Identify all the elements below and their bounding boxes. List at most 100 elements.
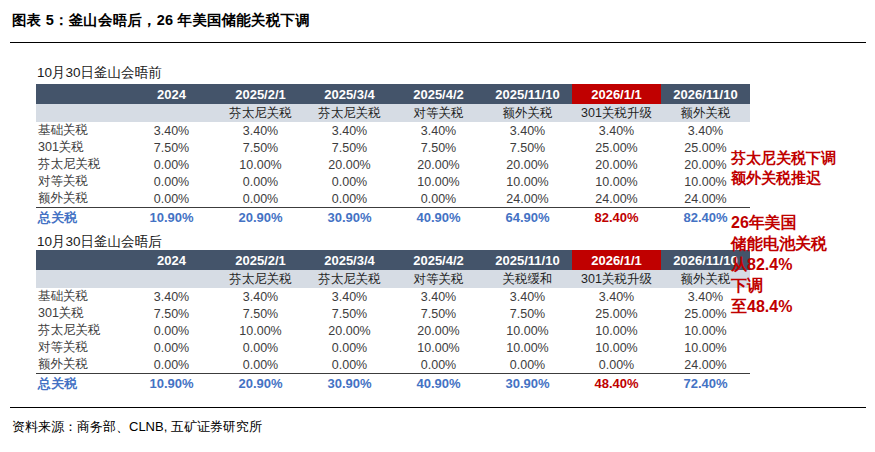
table-cell: 10.00%	[572, 322, 661, 339]
subheader-cell: 芬太尼关税	[305, 270, 394, 288]
subheader-cell: 对等关税	[394, 104, 483, 122]
annotation-line: 从82.4%	[731, 254, 827, 275]
annotation-line: 至48.4%	[731, 296, 827, 317]
total-cell: 20.90%	[216, 208, 305, 228]
subheader-cell: 芬太尼关税	[216, 270, 305, 288]
table-corner-cell	[36, 250, 127, 270]
table-cell: 0.00%	[216, 190, 305, 208]
annotation-fentanyl-tariff: 芬太尼关税下调 额外关税推迟	[731, 148, 836, 188]
total-cell: 10.90%	[127, 374, 216, 394]
table-row: 基础关税3.40%3.40%3.40%3.40%3.40%3.40%3.40%	[36, 122, 750, 139]
table-cell: 3.40%	[483, 288, 572, 305]
subheader-cell: 芬太尼关税	[305, 104, 394, 122]
table-cell: 10.00%	[216, 156, 305, 173]
table-row: 额外关税0.00%0.00%0.00%0.00%0.00%0.00%24.00%	[36, 356, 750, 374]
row-label: 芬太尼关税	[36, 156, 127, 173]
table-cell: 0.00%	[127, 356, 216, 374]
subheader-cell	[127, 270, 216, 288]
total-label: 总关税	[36, 374, 127, 394]
table-cell: 10.00%	[483, 322, 572, 339]
table-cell: 20.00%	[394, 156, 483, 173]
table-cell: 20.00%	[572, 156, 661, 173]
total-cell: 30.90%	[483, 374, 572, 394]
total-label: 总关税	[36, 208, 127, 228]
column-header: 2026/1/1	[572, 84, 661, 104]
table-cell: 7.50%	[305, 139, 394, 156]
tariff-table: 20242025/2/12025/3/42025/4/22025/11/1020…	[36, 84, 750, 227]
table-cell: 10.00%	[483, 173, 572, 190]
table-cell: 7.50%	[305, 305, 394, 322]
table-cell: 0.00%	[127, 156, 216, 173]
subheader-cell: 芬太尼关税	[216, 104, 305, 122]
column-header: 2026/1/1	[572, 250, 661, 270]
table-cell: 3.40%	[483, 122, 572, 139]
annotation-line: 下调	[731, 275, 827, 296]
table-after-label: 10月30日釜山会晤后	[37, 233, 162, 251]
table-total-row: 总关税10.90%20.90%30.90%40.90%30.90%48.40%7…	[36, 374, 750, 394]
row-label: 额外关税	[36, 356, 127, 374]
row-label: 基础关税	[36, 122, 127, 139]
table-row: 对等关税0.00%0.00%0.00%10.00%10.00%10.00%10.…	[36, 339, 750, 356]
table-cell: 3.40%	[127, 122, 216, 139]
table-cell: 0.00%	[305, 173, 394, 190]
subheader-cell: 关税缓和	[483, 270, 572, 288]
annotation-line: 芬太尼关税下调	[731, 148, 836, 168]
table-cell: 7.50%	[483, 139, 572, 156]
annotation-line: 26年美国	[731, 212, 827, 233]
table-cell: 7.50%	[394, 139, 483, 156]
row-label: 对等关税	[36, 339, 127, 356]
tariff-table-before: 20242025/2/12025/3/42025/4/22025/11/1020…	[36, 84, 750, 227]
table-cell: 24.00%	[661, 190, 750, 208]
table-cell: 3.40%	[305, 288, 394, 305]
table-cell: 3.40%	[661, 122, 750, 139]
table-cell: 0.00%	[127, 190, 216, 208]
table-cell: 3.40%	[216, 122, 305, 139]
figure-title: 图表 5：釜山会晤后，26 年美国储能关税下调	[12, 11, 310, 30]
column-header: 2025/11/10	[483, 250, 572, 270]
total-cell: 82.40%	[572, 208, 661, 228]
table-cell: 10.00%	[661, 322, 750, 339]
table-cell: 7.50%	[127, 305, 216, 322]
table-header-row: 20242025/2/12025/3/42025/4/22025/11/1020…	[36, 250, 750, 270]
table-cell: 20.00%	[394, 322, 483, 339]
row-label: 301关税	[36, 305, 127, 322]
table-cell: 24.00%	[572, 190, 661, 208]
source-note: 资料来源：商务部、CLNB, 五矿证券研究所	[12, 418, 262, 436]
tariff-table-after: 20242025/2/12025/3/42025/4/22025/11/1020…	[36, 250, 750, 393]
table-row: 芬太尼关税0.00%10.00%20.00%20.00%10.00%10.00%…	[36, 322, 750, 339]
table-cell: 10.00%	[483, 339, 572, 356]
source-divider	[10, 407, 866, 408]
column-header: 2025/3/4	[305, 84, 394, 104]
table-cell: 0.00%	[394, 190, 483, 208]
table-row: 芬太尼关税0.00%10.00%20.00%20.00%20.00%20.00%…	[36, 156, 750, 173]
table-total-row: 总关税10.90%20.90%30.90%40.90%64.90%82.40%8…	[36, 208, 750, 228]
table-cell: 0.00%	[216, 173, 305, 190]
table-cell: 7.50%	[394, 305, 483, 322]
column-header: 2024	[127, 84, 216, 104]
row-label: 301关税	[36, 139, 127, 156]
total-cell: 30.90%	[305, 208, 394, 228]
table-cell: 0.00%	[305, 339, 394, 356]
table-cell: 0.00%	[483, 356, 572, 374]
table-header-row: 20242025/2/12025/3/42025/4/22025/11/1020…	[36, 84, 750, 104]
table-corner-cell	[36, 84, 127, 104]
table-cell: 10.00%	[661, 339, 750, 356]
annotation-line: 储能电池关税	[731, 233, 827, 254]
table-cell: 3.40%	[127, 288, 216, 305]
table-cell: 10.00%	[216, 322, 305, 339]
table-subheader-row: 芬太尼关税芬太尼关税对等关税关税缓和301关税升级额外关税	[36, 270, 750, 288]
subheader-empty-cell	[36, 104, 127, 122]
table-row: 额外关税0.00%0.00%0.00%0.00%24.00%24.00%24.0…	[36, 190, 750, 208]
table-row: 301关税7.50%7.50%7.50%7.50%7.50%25.00%25.0…	[36, 139, 750, 156]
row-label: 额外关税	[36, 190, 127, 208]
total-cell: 48.40%	[572, 374, 661, 394]
table-cell: 10.00%	[572, 173, 661, 190]
column-header: 2024	[127, 250, 216, 270]
table-cell: 20.00%	[305, 156, 394, 173]
table-cell: 7.50%	[216, 139, 305, 156]
table-cell: 0.00%	[127, 173, 216, 190]
column-header: 2025/4/2	[394, 250, 483, 270]
row-label: 芬太尼关税	[36, 322, 127, 339]
table-cell: 3.40%	[305, 122, 394, 139]
subheader-cell: 对等关税	[394, 270, 483, 288]
